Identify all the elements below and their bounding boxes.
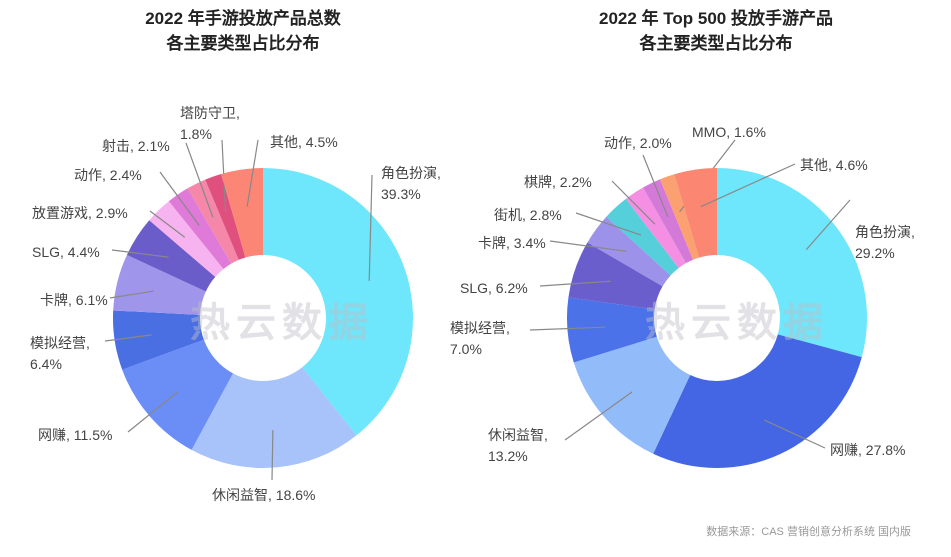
donut-slice-left-3 — [112, 310, 204, 370]
donut-slice-right-7 — [625, 187, 686, 268]
leader-line — [529, 326, 605, 331]
leader-line — [700, 163, 796, 208]
donut-slice-right-2 — [573, 336, 691, 454]
donut-slice-right-9 — [660, 174, 700, 260]
slice-label: 射击, 2.1% — [102, 138, 170, 154]
leader-line — [246, 139, 259, 207]
leader-line — [368, 174, 373, 281]
leader-line — [127, 391, 179, 433]
leader-line — [611, 180, 656, 225]
donut-slice-left-9 — [205, 173, 246, 260]
donut-slice-right-10 — [674, 168, 717, 258]
leader-line — [149, 210, 186, 238]
slice-label: SLG, 4.4% — [32, 244, 100, 260]
slice-label: 塔防守卫, 1.8% — [180, 105, 240, 142]
slice-label: 棋牌, 2.2% — [524, 174, 592, 190]
slice-label: 放置游戏, 2.9% — [32, 205, 128, 221]
slice-label: 其他, 4.5% — [270, 134, 338, 150]
donut-slice-right-1 — [653, 334, 862, 469]
donut-slice-left-0 — [263, 168, 413, 436]
leader-line — [575, 212, 642, 236]
leader-line — [642, 154, 669, 218]
leader-line — [185, 142, 214, 218]
leader-line — [271, 430, 274, 481]
source-note: 数据来源：CAS 营销创意分析系统 国内版 — [706, 526, 911, 538]
slice-label: 其他, 4.6% — [800, 157, 868, 173]
donut-slice-right-0 — [717, 168, 867, 358]
slice-label: 卡牌, 3.4% — [478, 235, 546, 251]
donut-slice-right-5 — [587, 216, 671, 287]
slice-label: 模拟经营, 7.0% — [450, 320, 510, 357]
leader-line — [764, 419, 826, 449]
donut-slice-left-7 — [168, 188, 232, 269]
slice-label: SLG, 6.2% — [460, 280, 528, 296]
donut-slice-right-3 — [567, 297, 657, 363]
slice-label: 角色扮演, 39.3% — [381, 165, 441, 202]
slice-label: 网赚, 27.8% — [830, 442, 906, 458]
slice-label: 模拟经营, 6.4% — [30, 335, 90, 372]
slice-label: 动作, 2.0% — [604, 135, 672, 151]
donut-slice-left-10 — [221, 168, 263, 258]
watermark-right: 热云数据 — [645, 301, 829, 345]
slice-label: 休闲益智, 18.6% — [212, 487, 316, 503]
donut-slice-left-2 — [122, 339, 233, 450]
leader-line — [549, 240, 627, 252]
donut-slice-right-6 — [606, 198, 679, 276]
leader-line — [805, 199, 851, 251]
leader-line — [111, 249, 169, 258]
donut-slice-left-8 — [187, 179, 239, 264]
slice-label: 动作, 2.4% — [74, 167, 142, 183]
donut-slice-right-4 — [568, 242, 663, 310]
leader-line — [104, 334, 152, 342]
slice-label: 网赚, 11.5% — [38, 427, 113, 443]
slice-label: 街机, 2.8% — [494, 207, 562, 223]
slice-label: MMO, 1.6% — [692, 124, 766, 140]
slice-label: 休闲益智, 13.2% — [488, 427, 548, 464]
leader-line — [539, 280, 611, 287]
leader-line — [159, 171, 200, 226]
watermark-left: 热云数据 — [190, 301, 374, 345]
donut-slice-left-4 — [113, 254, 206, 315]
leader-line — [109, 290, 154, 299]
leader-line — [564, 391, 633, 441]
donut-slice-left-1 — [191, 367, 357, 468]
slice-label: 卡牌, 6.1% — [40, 292, 108, 308]
donut-slice-right-8 — [643, 179, 694, 264]
chart-title-left: 2022 年手游投放产品总数 各主要类型占比分布 — [145, 9, 341, 53]
donut-slice-left-5 — [126, 220, 216, 292]
chart-title-right: 2022 年 Top 500 投放手游产品 各主要类型占比分布 — [599, 9, 833, 53]
slice-label: 角色扮演, 29.2% — [855, 224, 915, 261]
donut-slice-left-6 — [149, 201, 224, 277]
